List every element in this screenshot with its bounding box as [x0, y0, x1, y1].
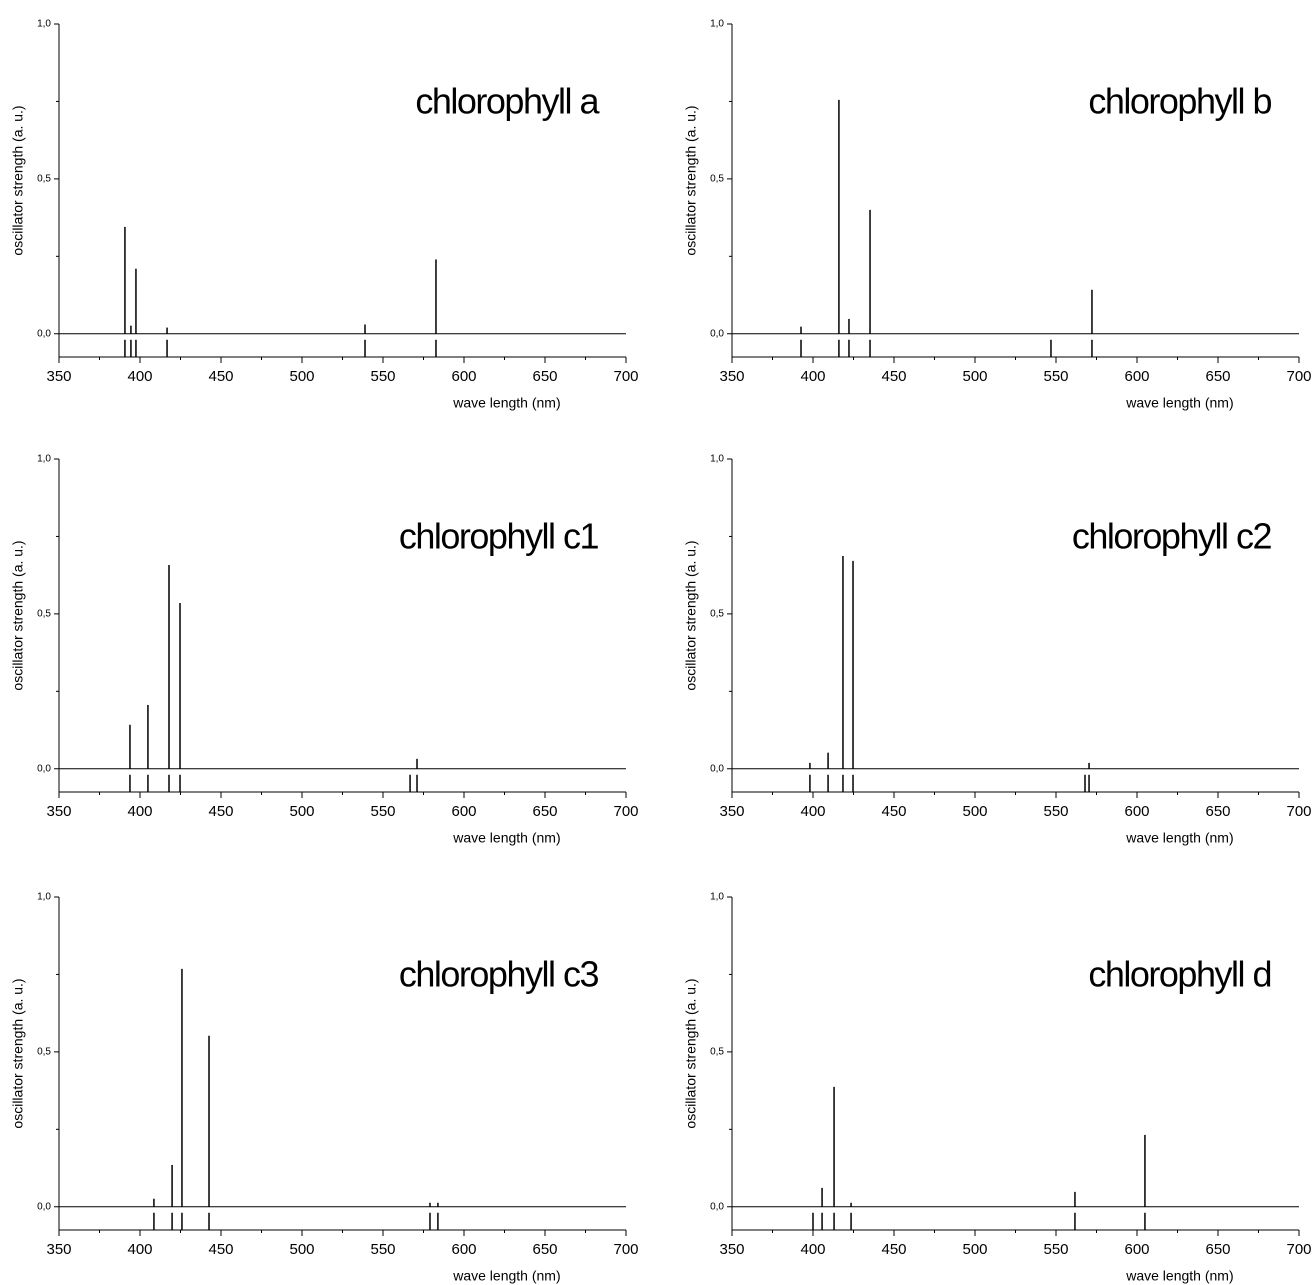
x-tick-label: 450	[208, 1241, 233, 1258]
chart-title: chlorophyll a	[415, 81, 600, 122]
x-tick-label: 700	[613, 1241, 638, 1258]
x-tick-label: 350	[46, 803, 71, 820]
y-axis-label: oscillator strength (a. u.)	[683, 105, 699, 255]
y-tick-label: 1,0	[710, 892, 724, 903]
x-tick-label: 450	[881, 1241, 906, 1258]
x-tick-label: 650	[1205, 803, 1230, 820]
panel: 0,0 0,5 1,0 350 400 450 500 550 600 650 700 wave le…	[10, 454, 639, 846]
x-tick-label: 350	[46, 368, 71, 385]
x-tick-label: 400	[800, 803, 825, 820]
x-tick-label: 450	[208, 368, 233, 385]
x-axis-label: wave length (nm)	[452, 395, 560, 411]
x-tick-label: 450	[208, 803, 233, 820]
y-axis-label: oscillator strength (a. u.)	[683, 978, 699, 1128]
x-axis-label: wave length (nm)	[452, 830, 560, 846]
x-tick-label: 400	[800, 368, 825, 385]
x-tick-label: 400	[127, 368, 152, 385]
y-tick-label: 1,0	[710, 19, 724, 30]
x-tick-label: 550	[370, 803, 395, 820]
y-tick-label: 0,5	[710, 1047, 724, 1058]
y-tick-label: 1,0	[37, 454, 51, 465]
x-tick-label: 500	[962, 368, 987, 385]
x-tick-label: 500	[962, 803, 987, 820]
x-tick-label: 500	[289, 803, 314, 820]
y-axis-label: oscillator strength (a. u.)	[683, 540, 699, 690]
chart-title: chlorophyll d	[1088, 954, 1271, 995]
x-tick-label: 500	[289, 368, 314, 385]
x-tick-label: 700	[1286, 368, 1311, 385]
y-tick-label: 0,5	[37, 174, 51, 185]
y-tick-label: 0,5	[37, 609, 51, 620]
x-tick-label: 600	[1124, 368, 1149, 385]
x-tick-label: 450	[881, 368, 906, 385]
x-tick-label: 650	[1205, 1241, 1230, 1258]
x-tick-label: 700	[613, 368, 638, 385]
x-axis-label: wave length (nm)	[452, 1268, 560, 1284]
x-tick-label: 650	[532, 1241, 557, 1258]
panel: 0,0 0,5 1,0 350 400 450 500 550 600 650 700 wave le…	[10, 19, 639, 411]
x-tick-label: 650	[532, 803, 557, 820]
x-axis-label: wave length (nm)	[1125, 1268, 1233, 1284]
x-tick-label: 650	[1205, 368, 1230, 385]
chart-title: chlorophyll c3	[399, 954, 599, 995]
y-tick-label: 1,0	[710, 454, 724, 465]
y-tick-label: 0,0	[710, 763, 724, 774]
x-axis-label: wave length (nm)	[1125, 830, 1233, 846]
chart-title: chlorophyll c2	[1072, 516, 1272, 557]
x-tick-label: 400	[800, 1241, 825, 1258]
y-tick-label: 0,0	[37, 1201, 51, 1212]
x-tick-label: 700	[1286, 1241, 1311, 1258]
y-axis-label: oscillator strength (a. u.)	[10, 978, 26, 1128]
panel: 0,0 0,5 1,0 350 400 450 500 550 600 650 700 wave le…	[683, 454, 1312, 846]
x-tick-label: 550	[370, 368, 395, 385]
chart-title: chlorophyll c1	[399, 516, 599, 557]
y-tick-label: 0,5	[710, 174, 724, 185]
x-tick-label: 550	[370, 1241, 395, 1258]
x-tick-label: 700	[1286, 803, 1311, 820]
x-tick-label: 550	[1043, 1241, 1068, 1258]
x-tick-label: 550	[1043, 368, 1068, 385]
y-tick-label: 0,5	[37, 1047, 51, 1058]
y-tick-label: 0,0	[710, 328, 724, 339]
x-tick-label: 450	[881, 803, 906, 820]
x-tick-label: 500	[962, 1241, 987, 1258]
y-tick-label: 0,5	[710, 609, 724, 620]
x-tick-label: 350	[719, 368, 744, 385]
y-tick-label: 0,0	[710, 1201, 724, 1212]
x-tick-label: 350	[719, 803, 744, 820]
chart-title: chlorophyll b	[1088, 81, 1271, 122]
x-tick-label: 400	[127, 1241, 152, 1258]
x-tick-label: 600	[1124, 1241, 1149, 1258]
panel: 0,0 0,5 1,0 350 400 450 500 550 600 650 700 wave le…	[10, 892, 639, 1284]
x-tick-label: 650	[532, 368, 557, 385]
y-axis-label: oscillator strength (a. u.)	[10, 540, 26, 690]
x-tick-label: 600	[451, 1241, 476, 1258]
panel: 0,0 0,5 1,0 350 400 450 500 550 600 650 700 wave le…	[683, 892, 1312, 1284]
x-tick-label: 350	[46, 1241, 71, 1258]
y-tick-label: 1,0	[37, 19, 51, 30]
x-tick-label: 700	[613, 803, 638, 820]
x-tick-label: 600	[451, 803, 476, 820]
x-tick-label: 350	[719, 1241, 744, 1258]
x-tick-label: 500	[289, 1241, 314, 1258]
y-axis-label: oscillator strength (a. u.)	[10, 105, 26, 255]
y-tick-label: 0,0	[37, 763, 51, 774]
x-tick-label: 400	[127, 803, 152, 820]
x-tick-label: 550	[1043, 803, 1068, 820]
x-tick-label: 600	[1124, 803, 1149, 820]
x-axis-label: wave length (nm)	[1125, 395, 1233, 411]
panel: 0,0 0,5 1,0 350 400 450 500 550 600 650 700 wave le…	[683, 19, 1312, 411]
y-tick-label: 1,0	[37, 892, 51, 903]
y-tick-label: 0,0	[37, 328, 51, 339]
x-tick-label: 600	[451, 368, 476, 385]
